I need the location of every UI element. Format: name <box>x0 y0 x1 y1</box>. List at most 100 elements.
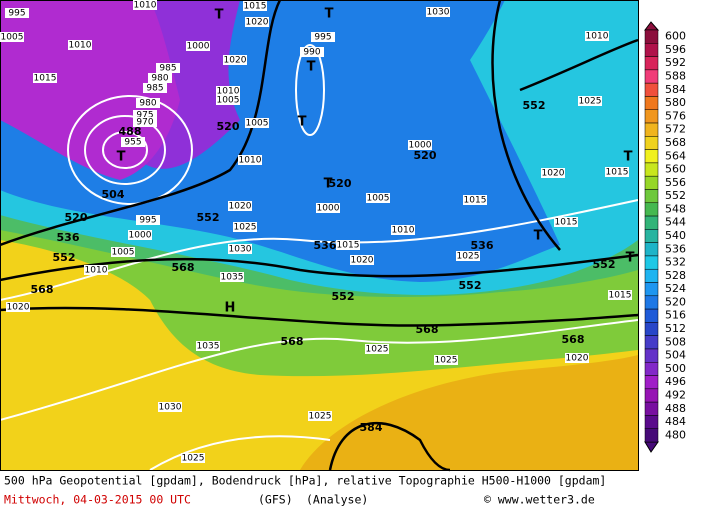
pressure-label: 1005 <box>246 119 269 129</box>
pressure-label: 980 <box>151 74 168 84</box>
pressure-label: 995 <box>139 216 156 226</box>
colorbar-label: 524 <box>665 282 686 295</box>
pressure-label: 1010 <box>85 266 108 276</box>
pressure-label: 1015 <box>244 2 267 12</box>
label-box <box>0 32 24 42</box>
pressure-label: 1010 <box>69 41 92 51</box>
colorbar-swatch <box>644 56 659 71</box>
label-box <box>133 0 157 10</box>
geopotential-label: 568 <box>31 283 54 296</box>
pressure-label: 990 <box>303 48 320 58</box>
label-box <box>228 244 252 254</box>
height-contours <box>0 0 639 472</box>
pressure-label: 1025 <box>435 356 458 366</box>
footer-title: 500 hPa Geopotential [gpdam], Bodendruck… <box>4 474 606 488</box>
label-box <box>554 217 578 227</box>
pressure-label: 1035 <box>221 273 244 283</box>
label-box <box>300 47 324 57</box>
geopotential-label: 504 <box>102 188 125 201</box>
geopotential-label: 584 <box>360 421 383 434</box>
colorbar-swatch <box>644 202 659 217</box>
label-box <box>84 265 108 275</box>
colorbar-swatch <box>644 375 659 390</box>
pressure-label: 975 <box>136 111 153 121</box>
pressure-label: 1015 <box>606 168 629 178</box>
label-box <box>5 8 29 18</box>
colorbar-swatch <box>644 96 659 110</box>
map-frame <box>0 0 639 471</box>
colorbar-swatch <box>644 175 659 190</box>
pressure-label: 985 <box>146 84 163 94</box>
pressure-label: 995 <box>8 9 25 19</box>
pressure-system: H <box>225 301 236 316</box>
label-box <box>605 167 629 177</box>
colorbar-label: 504 <box>665 349 686 362</box>
footer-credit: © www.wetter3.de <box>484 493 595 507</box>
pressure-label: 1015 <box>464 196 487 206</box>
pressure-system: T <box>325 7 334 22</box>
geopotential-label: 552 <box>332 290 355 303</box>
colorbar-label: 480 <box>665 428 686 441</box>
pressure-label: 1000 <box>317 204 340 214</box>
colorbar-label: 512 <box>665 322 686 335</box>
colorbar-swatch <box>644 335 659 350</box>
pressure-label: 1030 <box>159 403 182 413</box>
colorbar-label: 484 <box>665 415 686 428</box>
label-box <box>121 137 145 147</box>
colorbar-label: 592 <box>665 56 686 69</box>
label-box <box>111 247 135 257</box>
colorbar-label: 488 <box>665 402 686 415</box>
colorbar-label: 532 <box>665 256 686 269</box>
map-labels: 1010 1015 1020 1005 995 1010 1000 1020 1015 1030 1… <box>0 0 635 464</box>
colorbar: 6005965925885845805765725685645605565525… <box>644 21 686 453</box>
colorbar-swatch <box>644 388 659 403</box>
label-box <box>463 195 487 205</box>
label-box <box>238 155 262 165</box>
label-box <box>245 118 269 128</box>
geopotential-label: 536 <box>471 239 494 252</box>
pressure-label: 1025 <box>309 412 332 422</box>
colorbar-swatch <box>644 215 659 230</box>
label-box <box>456 251 480 261</box>
label-box <box>220 272 244 282</box>
colorbar-swatch <box>644 149 659 164</box>
label-box <box>434 355 458 365</box>
label-box <box>233 222 257 232</box>
pressure-label: 1025 <box>457 252 480 262</box>
pressure-label: 1005 <box>367 194 390 204</box>
label-box <box>133 110 157 120</box>
colorbar-label: 560 <box>665 163 686 176</box>
colorbar-swatch <box>644 136 659 150</box>
label-box <box>391 225 415 235</box>
pressure-system: T <box>624 150 633 165</box>
pressure-label: 1025 <box>366 345 389 355</box>
pressure-label: 1020 <box>229 202 252 212</box>
colorbar-label: 584 <box>665 83 686 96</box>
pressure-system: T <box>215 8 224 23</box>
colorbar-swatch <box>644 69 659 84</box>
label-box <box>228 201 252 211</box>
colorbar-swatch <box>644 122 659 137</box>
geopotential-label: 520 <box>65 211 88 224</box>
pressure-label: 955 <box>124 138 141 148</box>
label-box <box>216 95 240 105</box>
pressure-label: 1020 <box>566 354 589 364</box>
colorbar-swatch <box>644 282 659 297</box>
pressure-label: 1015 <box>337 241 360 251</box>
geopotential-label: 552 <box>523 99 546 112</box>
label-box <box>216 86 240 96</box>
label-box <box>143 83 167 93</box>
colorbar-swatch <box>644 162 659 177</box>
colorbar-swatch <box>644 268 659 283</box>
colorbar-swatch <box>644 242 659 257</box>
label-box <box>366 193 390 203</box>
label-box <box>243 1 267 11</box>
label-box <box>156 63 180 73</box>
label-box <box>426 7 450 17</box>
label-box <box>68 40 92 50</box>
geopotential-label: 520 <box>329 177 352 190</box>
pressure-label: 1005 <box>1 33 24 43</box>
colorbar-label: 528 <box>665 269 686 282</box>
pressure-system: T <box>534 229 543 244</box>
